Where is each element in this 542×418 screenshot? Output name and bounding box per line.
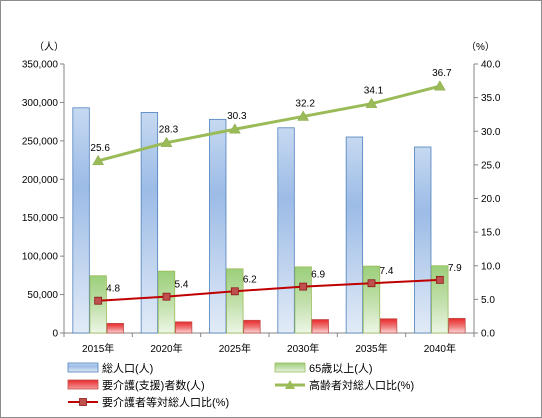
right-tick-label: 40.0 (481, 60, 501, 71)
legend-label-2: 要介護(支援)者数(人) (102, 378, 205, 392)
right-tick-label: 10.0 (481, 261, 501, 272)
marker-series-4-5 (435, 275, 444, 284)
bar-series-0-5 (414, 146, 432, 334)
data-label-series-3-3: 32.2 (295, 98, 315, 109)
data-label-series-3-5: 36.7 (432, 68, 452, 79)
bar-series-2-3 (311, 319, 329, 334)
bar-series-1-3 (294, 266, 312, 334)
marker-series-3-0 (92, 154, 105, 166)
x-tick-label: 2035年 (355, 342, 387, 355)
marker-series-3-1 (160, 136, 173, 147)
x-tick-label: 2020年 (150, 342, 182, 355)
axes: 0 50,000 100,000 150,000 200,000 250,000 300,0… (22, 60, 501, 356)
marker-series-4-3 (299, 282, 308, 291)
marker-series-4-2 (230, 287, 239, 296)
data-label-series-4-0: 4.8 (106, 284, 120, 295)
bar-series-2-1 (174, 321, 193, 334)
marker-series-4-0 (94, 296, 103, 305)
bar-series-1-4 (362, 265, 381, 334)
x-tick-label: 2030年 (287, 342, 319, 355)
left-tick-label: 150,000 (22, 213, 59, 224)
bar-series-0-2 (209, 118, 227, 334)
marker-series-3-4 (365, 97, 378, 108)
legend-swatch-2 (67, 379, 99, 390)
legend-marker-4 (79, 398, 87, 406)
left-axis-unit: （人） (34, 41, 64, 53)
bar-series-1-5 (431, 265, 449, 334)
bar-series-0-4 (345, 136, 364, 334)
legend-label-4: 要介護者等対総人口比(%) (102, 395, 229, 409)
bar-series-0-1 (140, 112, 159, 334)
line-series-3 (97, 84, 441, 163)
data-label-series-4-3: 6.9 (311, 270, 325, 281)
right-tick-label: 25.0 (481, 160, 501, 171)
marker-series-4-1 (162, 292, 171, 301)
legend-label-1: 65歳以上(人) (309, 362, 373, 375)
lines-layer: 25.6 28.3 30.3 32.2 34.1 36.7 4.8 5.4 6.2 6.9 7.4 7… (90, 68, 462, 305)
data-label-series-4-1: 5.4 (175, 280, 189, 291)
right-tick-label: 0.0 (481, 329, 495, 340)
left-tick-label: 200,000 (22, 175, 59, 186)
bar-series-2-5 (448, 317, 466, 334)
x-tick-label: 2025年 (219, 342, 251, 355)
data-label-series-4-4: 7.4 (380, 266, 394, 277)
data-label-series-3-2: 30.3 (227, 111, 247, 122)
left-tick-label: 300,000 (22, 98, 59, 109)
marker-series-3-2 (228, 123, 241, 134)
legend-swatch-1 (274, 362, 306, 373)
marker-series-4-4 (367, 279, 376, 288)
x-tick-label: 2015年 (82, 342, 114, 355)
legend-marker-3 (285, 380, 295, 389)
line-series-4 (98, 278, 440, 302)
legend-swatch-0 (67, 362, 99, 373)
left-tick-label: 0 (52, 329, 58, 340)
right-tick-label: 35.0 (481, 93, 501, 104)
bar-series-0-3 (277, 127, 295, 334)
legend-item-4: 要介護者等対総人口比(%) (68, 395, 229, 409)
legend-label-0: 総人口(人) (102, 361, 153, 375)
legend-label-3: 高齢者対総人口比(%) (309, 378, 414, 392)
legend-item-1: 65歳以上(人) (274, 362, 373, 375)
legend-item-0: 総人口(人) (67, 361, 153, 375)
right-tick-label: 5.0 (481, 295, 495, 306)
bar-series-2-2 (243, 319, 261, 334)
right-tick-label: 15.0 (481, 228, 501, 239)
bar-series-2-4 (379, 318, 398, 334)
left-tick-label: 100,000 (22, 252, 59, 263)
x-tick-label: 2040年 (424, 342, 456, 355)
data-label-series-3-1: 28.3 (159, 125, 179, 136)
data-label-series-4-2: 6.2 (243, 274, 257, 285)
right-axis-unit: （%） (466, 41, 495, 53)
bar-series-1-2 (226, 268, 244, 334)
left-tick-label: 250,000 (22, 136, 59, 147)
bar-series-1-1 (157, 270, 176, 334)
legend-item-2: 要介護(支援)者数(人) (67, 378, 205, 392)
right-tick-label: 20.0 (481, 194, 501, 205)
bar-series-2-0 (106, 322, 124, 334)
left-tick-label: 350,000 (22, 60, 59, 71)
right-tick-label: 30.0 (481, 127, 501, 138)
marker-series-3-3 (297, 110, 310, 121)
legend: 総人口(人) 65歳以上(人) 要介護(支援)者数(人) 高齢者対総人口比(%) 要介護… (67, 361, 414, 409)
left-tick-label: 50,000 (27, 290, 58, 301)
marker-series-3-5 (433, 80, 446, 91)
data-label-series-4-5: 7.9 (448, 263, 462, 274)
bar-series-0-0 (72, 107, 90, 334)
data-label-series-3-0: 25.6 (90, 143, 110, 154)
data-label-series-3-4: 34.1 (364, 86, 384, 97)
legend-item-3: 高齢者対総人口比(%) (275, 378, 414, 392)
